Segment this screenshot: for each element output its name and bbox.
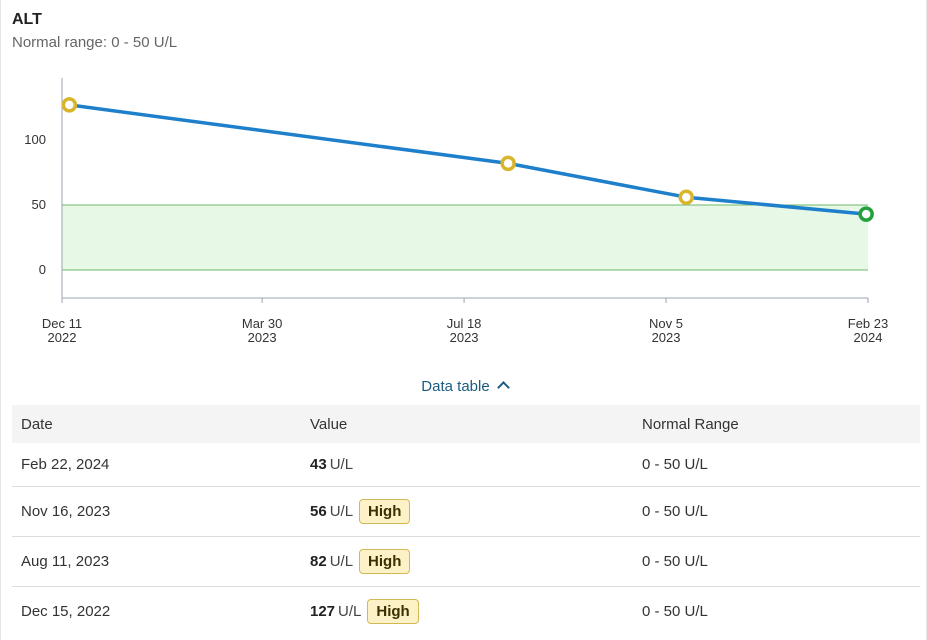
- value-unit: U/L: [329, 502, 354, 520]
- high-flag-badge: High: [367, 598, 419, 624]
- row-value: 56 U/L High: [301, 486, 633, 536]
- x-tick-label-date: Feb 23: [848, 316, 888, 331]
- data-point-high: [678, 189, 694, 205]
- value-number: 82: [310, 552, 327, 570]
- row-value: 82 U/L High: [301, 536, 633, 586]
- row-normal-range: 0 - 50 U/L: [642, 455, 708, 473]
- row-date: Feb 22, 2024: [21, 455, 110, 473]
- normal-range-band: [62, 205, 868, 270]
- series-line: [69, 103, 867, 216]
- x-tick-label-year: 2023: [652, 330, 681, 345]
- high-flag-badge: High: [359, 498, 411, 524]
- row-normal-range: 0 - 50 U/L: [642, 502, 708, 520]
- row-normal-range: 0 - 50 U/L: [642, 552, 708, 570]
- data-point-high: [500, 155, 516, 172]
- x-tick-label-date: Mar 30: [242, 316, 282, 331]
- x-tick-label-year: 2024: [854, 330, 883, 345]
- header-value: Value: [310, 415, 348, 433]
- x-tick-label-year: 2023: [450, 330, 479, 345]
- table-header-row: Date Value Normal Range: [12, 405, 920, 443]
- high-flag-badge: High: [359, 548, 411, 574]
- value-number: 56: [310, 502, 327, 520]
- row-date: Aug 11, 2023: [21, 552, 110, 570]
- x-tick-label-date: Nov 5: [649, 316, 683, 331]
- y-tick-label: 50: [32, 197, 46, 212]
- x-tick-label-date: Dec 11: [42, 316, 82, 331]
- data-table: Date Value Normal Range Feb 22, 2024 43 U/…: [12, 405, 920, 636]
- row-date: Dec 15, 2022: [21, 602, 111, 620]
- table-row: Feb 22, 2024 43 U/L 0 - 50 U/L: [12, 443, 920, 486]
- x-tick-label-date: Jul 18: [447, 316, 482, 331]
- normal-range-subtitle: Normal range: 0 - 50 U/L: [12, 34, 178, 51]
- header-date: Date: [21, 415, 53, 433]
- row-value: 43 U/L: [301, 443, 633, 486]
- y-tick-label: 0: [39, 262, 46, 277]
- table-row: Nov 16, 2023 56 U/L High 0 - 50 U/L: [12, 486, 920, 536]
- y-tick-label: 100: [24, 132, 46, 147]
- value-unit: U/L: [329, 552, 354, 570]
- data-point-normal: [858, 206, 874, 222]
- row-normal-range: 0 - 50 U/L: [642, 602, 708, 620]
- row-value: 127 U/L High: [301, 586, 633, 636]
- value-number: 43: [310, 455, 327, 473]
- table-row: Aug 11, 2023 82 U/L High 0 - 50 U/L: [12, 536, 920, 586]
- row-date: Nov 16, 2023: [21, 502, 111, 520]
- table-body: Feb 22, 2024 43 U/L 0 - 50 U/L Nov 16, 2023 5…: [12, 443, 920, 636]
- value-number: 127: [310, 602, 336, 620]
- value-unit: U/L: [338, 602, 362, 620]
- header-normal-range: Normal Range: [642, 415, 739, 433]
- value-unit: U/L: [329, 455, 354, 473]
- data-point-high: [61, 97, 78, 113]
- chevron-up-icon: [496, 381, 510, 394]
- data-table-toggle-label: Data table: [421, 378, 490, 395]
- x-tick-label-year: 2023: [248, 330, 277, 345]
- data-table-toggle[interactable]: Data table: [1, 378, 927, 395]
- test-title: ALT: [12, 11, 42, 28]
- table-row: Dec 15, 2022 127 U/L High 0 - 50 U/L: [12, 586, 920, 636]
- x-tick-label-year: 2022: [48, 330, 77, 345]
